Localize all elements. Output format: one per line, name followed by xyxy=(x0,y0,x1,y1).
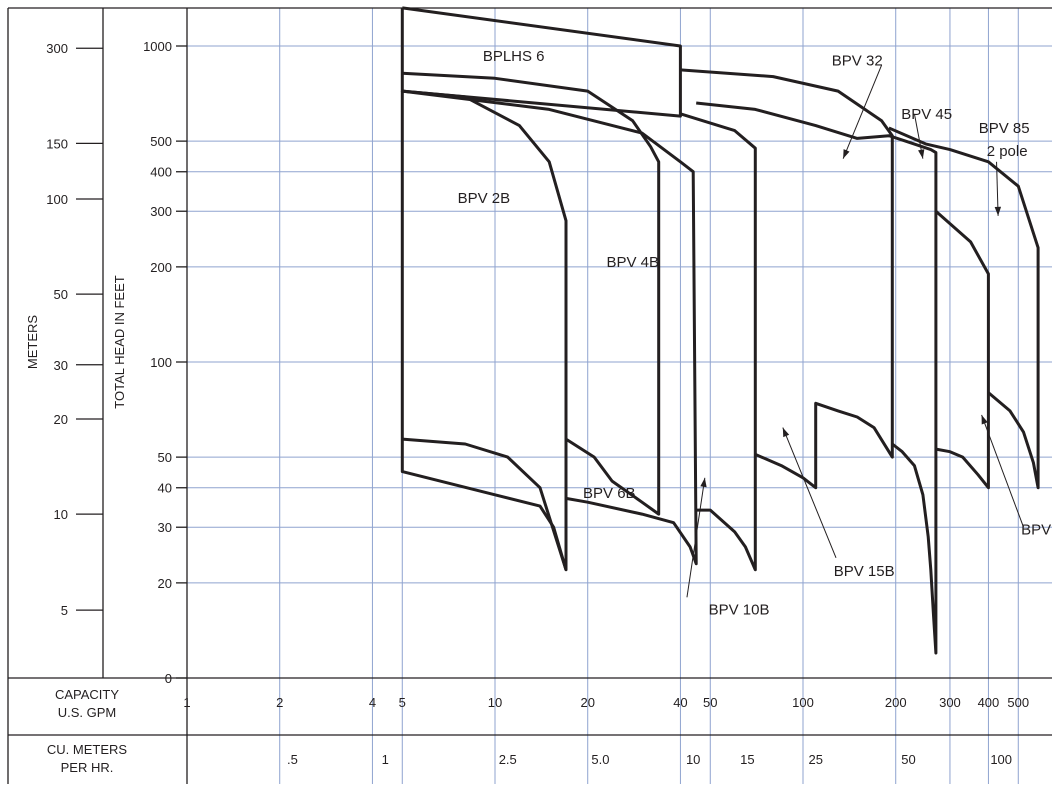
x-tick-label: 40 xyxy=(673,695,687,710)
x2-tick-label: 50 xyxy=(901,752,915,767)
y-tick-label: 100 xyxy=(150,355,172,370)
curve-label: BPV 15B xyxy=(834,563,895,580)
x-tick-label: 20 xyxy=(580,695,594,710)
y-tick-label: 1000 xyxy=(143,39,172,54)
y2-tick-label: 150 xyxy=(46,136,68,151)
x-tick-label: 50 xyxy=(703,695,717,710)
y2-tick-label: 10 xyxy=(54,507,68,522)
curve-label: BPV 45 xyxy=(901,106,952,123)
y2-tick-label: 100 xyxy=(46,192,68,207)
text-layer: 1000500400300200100504030200300150100503… xyxy=(25,39,1052,775)
curve-label: BPV 65 xyxy=(1021,522,1052,539)
x2-tick-label: 15 xyxy=(740,752,754,767)
x-tick-label: 100 xyxy=(792,695,814,710)
arrowhead xyxy=(843,149,850,159)
curve-bpv-85 xyxy=(888,126,1040,490)
curve-label: BPLHS 6 xyxy=(483,48,545,65)
x-axis-title-line1: CAPACITY xyxy=(55,687,119,702)
x2-tick-label: 10 xyxy=(686,752,700,767)
chart-frame xyxy=(7,7,1052,784)
curve-bpv-2b xyxy=(400,89,568,572)
x-tick-label: 500 xyxy=(1007,695,1029,710)
curve-label: BPV 2B xyxy=(458,190,511,207)
y-tick-label: 300 xyxy=(150,204,172,219)
curves-layer xyxy=(400,6,1040,655)
arrowhead xyxy=(782,427,790,438)
y-tick-label: 50 xyxy=(158,450,172,465)
y-tick-label: 500 xyxy=(150,134,172,149)
y-tick-label: 30 xyxy=(158,520,172,535)
x-tick-label: 1 xyxy=(183,695,190,710)
curve-bpv-6b xyxy=(402,437,568,571)
curve-label: BPV 4B xyxy=(606,254,659,271)
leader-line-bpv-85 xyxy=(996,161,999,216)
x-tick-label: 400 xyxy=(978,695,1000,710)
leader-line-bpv-15b xyxy=(782,427,837,559)
curve-bpv-45 xyxy=(696,101,938,655)
y2-tick-label: 5 xyxy=(61,603,68,618)
x-tick-label: 2 xyxy=(276,695,283,710)
x2-tick-label: 1 xyxy=(382,752,389,767)
grid-layer xyxy=(187,8,1052,784)
annotation-label: 2 pole xyxy=(987,143,1028,160)
y2-tick-label: 300 xyxy=(46,41,68,56)
y-axis-title: TOTAL HEAD IN FEET xyxy=(112,275,127,408)
x2-tick-label: 2.5 xyxy=(499,752,517,767)
curve-bpv-4b xyxy=(402,71,661,516)
x-axis-title-line2: U.S. GPM xyxy=(58,705,117,720)
y2-tick-label: 50 xyxy=(54,287,68,302)
leader-line-bpv-10b xyxy=(686,477,706,598)
y2-tick-label: 30 xyxy=(54,358,68,373)
x-tick-label: 10 xyxy=(488,695,502,710)
arrowhead xyxy=(918,149,925,159)
y2-tick-label: 20 xyxy=(54,412,68,427)
curve-bplhs-6 xyxy=(400,6,682,118)
leader-line-bpv-32 xyxy=(842,64,883,159)
x-tick-label: 4 xyxy=(369,695,376,710)
y2-axis-title: METERS xyxy=(25,315,40,370)
x2-tick-label: 5.0 xyxy=(591,752,609,767)
leader-layer xyxy=(686,64,1024,598)
curve-label: BPV 32 xyxy=(832,52,883,69)
leader-line-bpv-65 xyxy=(981,414,1024,528)
x-tick-label: 200 xyxy=(885,695,907,710)
x2-tick-label: 25 xyxy=(809,752,823,767)
arrowhead xyxy=(700,477,707,488)
x2-tick-label: .5 xyxy=(287,752,298,767)
curve-bpv-15b xyxy=(679,112,757,572)
y-tick-label: 0 xyxy=(165,671,172,686)
curve-bpv-32 xyxy=(680,68,894,490)
y-tick-label: 20 xyxy=(158,576,172,591)
curve-label: BPV 6B xyxy=(583,485,636,502)
x2-axis-title-line2: PER HR. xyxy=(61,760,114,775)
x2-axis-title-line1: CU. METERS xyxy=(47,742,128,757)
curve-label: BPV 85 xyxy=(979,120,1030,137)
y-tick-label: 200 xyxy=(150,260,172,275)
x2-tick-label: 100 xyxy=(990,752,1012,767)
y-tick-label: 40 xyxy=(158,481,172,496)
curve-bpv-65 xyxy=(934,210,990,490)
curve-label: BPV 10B xyxy=(709,601,770,618)
arrowhead xyxy=(981,414,988,425)
arrowhead xyxy=(994,206,1002,216)
y-tick-label: 400 xyxy=(150,165,172,180)
curve-bpv-10b xyxy=(402,89,698,566)
x-tick-label: 300 xyxy=(939,695,961,710)
x-tick-label: 5 xyxy=(399,695,406,710)
